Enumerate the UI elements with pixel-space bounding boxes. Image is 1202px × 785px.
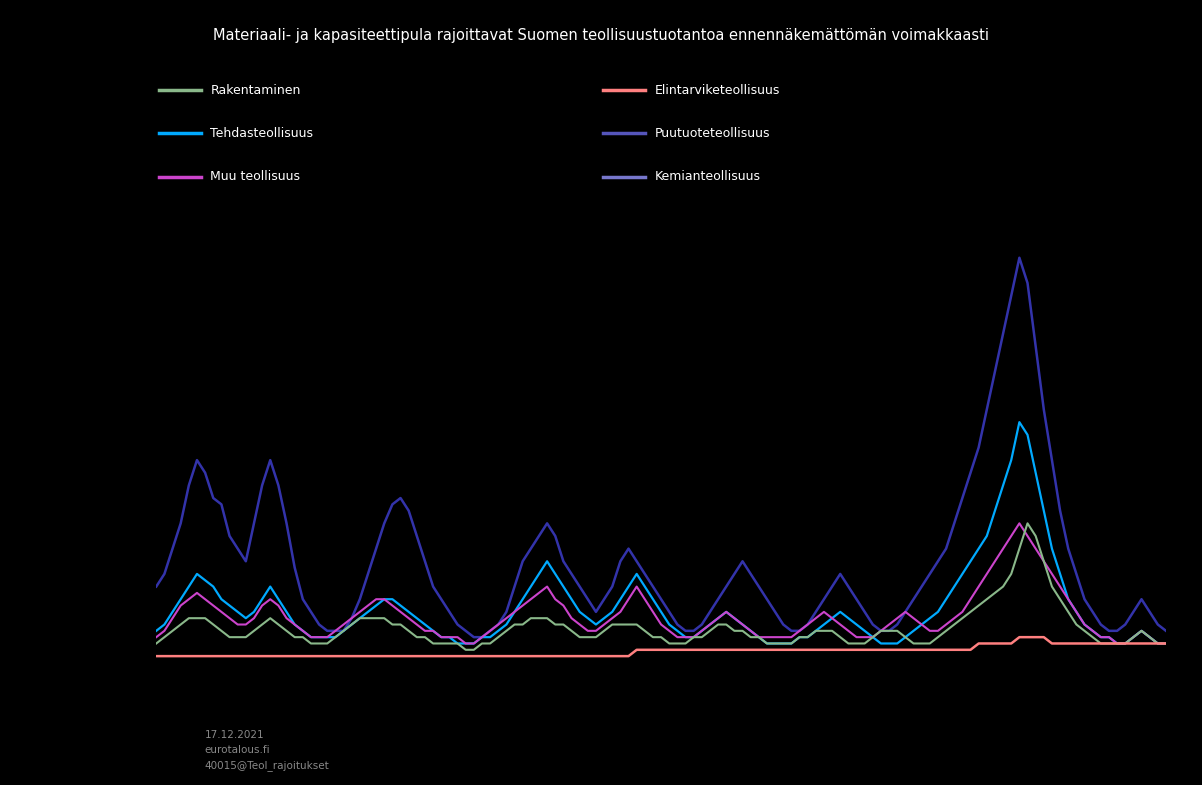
Text: Muu teollisuus: Muu teollisuus <box>210 170 300 183</box>
Text: Tehdasteollisuus: Tehdasteollisuus <box>210 127 314 140</box>
Text: Rakentaminen: Rakentaminen <box>210 84 300 97</box>
Text: Kemianteollisuus: Kemianteollisuus <box>655 170 761 183</box>
Text: Puutuoteteollisuus: Puutuoteteollisuus <box>655 127 770 140</box>
Text: Materiaali- ja kapasiteettipula rajoittavat Suomen teollisuustuotantoa ennennäke: Materiaali- ja kapasiteettipula rajoitta… <box>213 27 989 43</box>
Text: Elintarviketeollisuus: Elintarviketeollisuus <box>655 84 780 97</box>
Text: 17.12.2021
eurotalous.fi
40015@Teol_rajoitukset: 17.12.2021 eurotalous.fi 40015@Teol_rajo… <box>204 730 329 771</box>
